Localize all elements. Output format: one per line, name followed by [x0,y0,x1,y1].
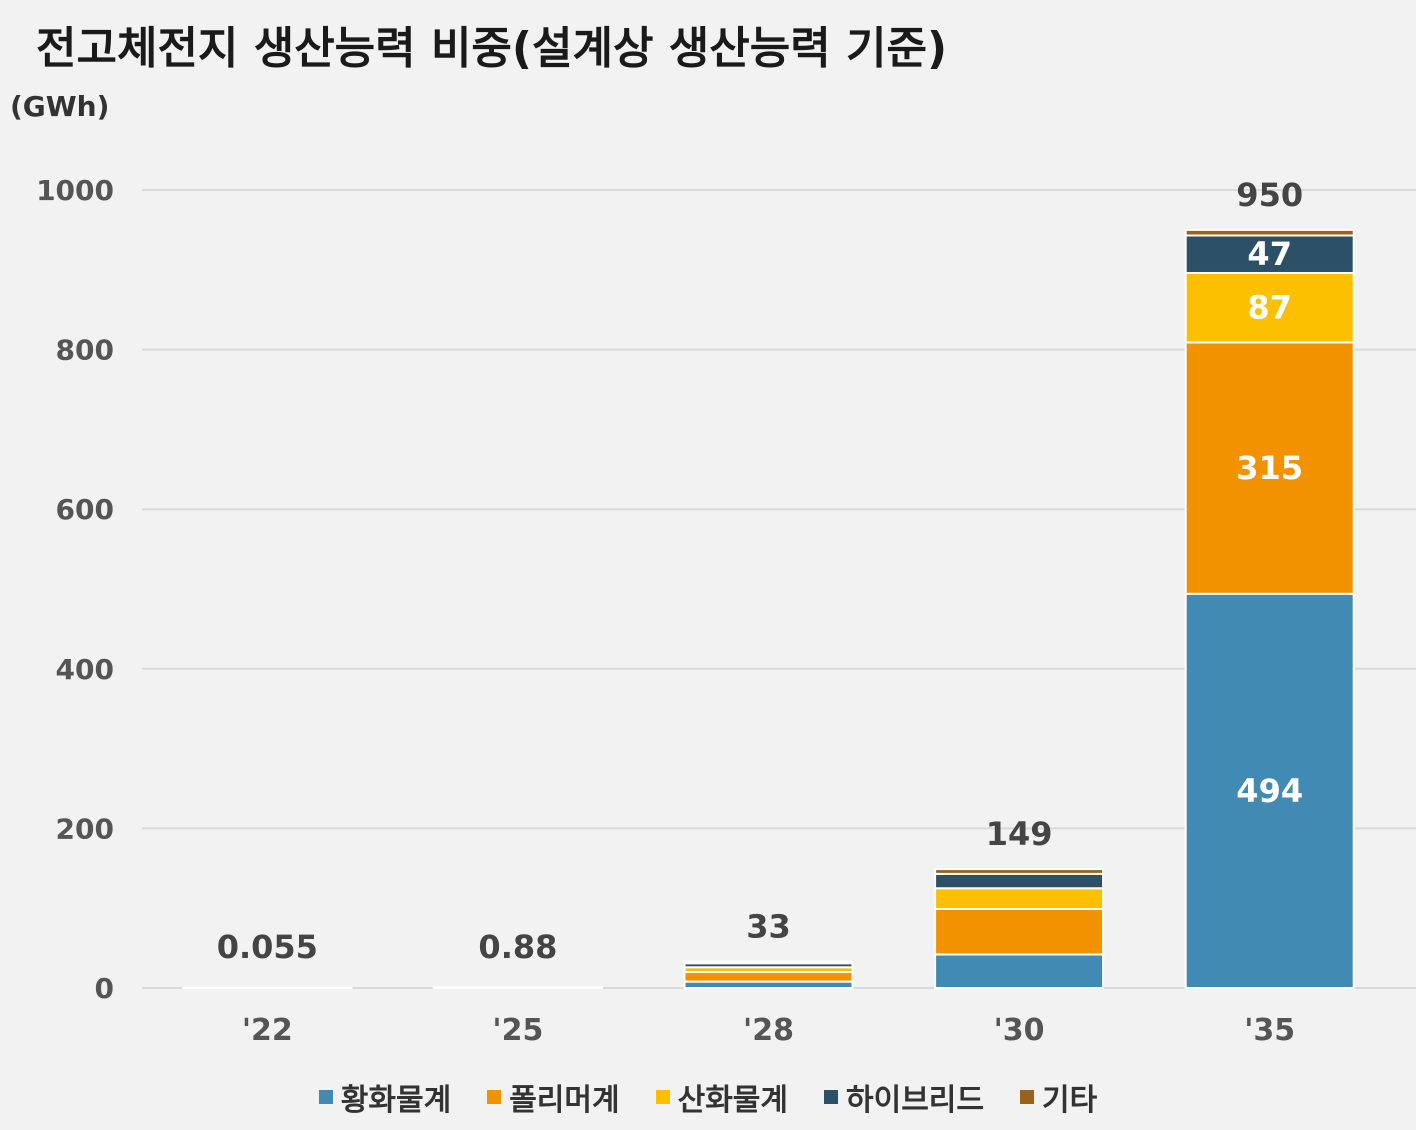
x-tick-label: '30 [994,1013,1045,1048]
chart-title: 전고체전지 생산능력 비중(설계상 생산능력 기준) [36,23,948,74]
legend-swatch [487,1090,502,1104]
total-data-label: 0.88 [478,928,557,966]
y-tick-label: 0 [95,972,114,1005]
legend-item: 기타 [1020,1075,1097,1119]
bar-segment [1184,228,1355,237]
bar-segment [934,872,1105,890]
legend-label: 하이브리드 [846,1083,984,1118]
x-tick-label: '22 [242,1013,293,1048]
y-tick-label: 600 [56,493,114,526]
bar-segment [934,868,1105,875]
legend-item: 폴리머계 [487,1075,620,1119]
legend-label: 산화물계 [677,1083,788,1118]
bar-segment [1184,341,1355,595]
bar-segment [934,907,1105,956]
bar-segment [934,953,1105,990]
chart-legend: 황화물계 폴리머계 산화물계 하이브리드 기타 [0,1075,1416,1119]
bar-segment [934,887,1105,910]
bar-segment [683,971,854,983]
bar-segment [683,960,854,965]
legend-label: 황화물계 [340,1083,452,1118]
segment-data-label: 47 [1247,235,1292,273]
x-tick-label: '28 [743,1013,794,1048]
y-axis-unit: (GWh) [10,90,110,123]
stacked-bar-chart: 0 200 400 600 800 1000 494 315 87 47 0.055 0.88 33 14… [36,174,1416,1048]
y-tick-label: 400 [56,653,114,686]
legend-label: 기타 [1042,1083,1098,1118]
bar-segment [1184,234,1355,274]
total-data-label: 0.055 [217,928,318,966]
x-tick-label: '25 [492,1013,543,1048]
total-data-label: 149 [986,815,1053,853]
legend-label: 폴리머계 [509,1083,620,1118]
legend-item: 산화물계 [655,1075,788,1119]
legend-swatch [1020,1090,1034,1104]
y-tick-label: 800 [56,334,114,367]
bar-segment [1184,592,1355,990]
legend-swatch [824,1090,838,1104]
legend-item: 하이브리드 [824,1075,984,1119]
segment-data-label: 87 [1247,289,1292,327]
y-tick-label: 1000 [36,174,114,207]
legend-item: 황화물계 [318,1075,452,1119]
total-data-label: 950 [1236,176,1303,214]
x-tick-label: '35 [1244,1013,1295,1048]
legend-swatch [655,1090,670,1104]
y-tick-label: 200 [56,812,114,845]
segment-data-label: 494 [1236,772,1303,810]
segment-data-label: 315 [1236,449,1303,487]
total-data-label: 33 [746,908,791,946]
legend-swatch [318,1090,333,1104]
